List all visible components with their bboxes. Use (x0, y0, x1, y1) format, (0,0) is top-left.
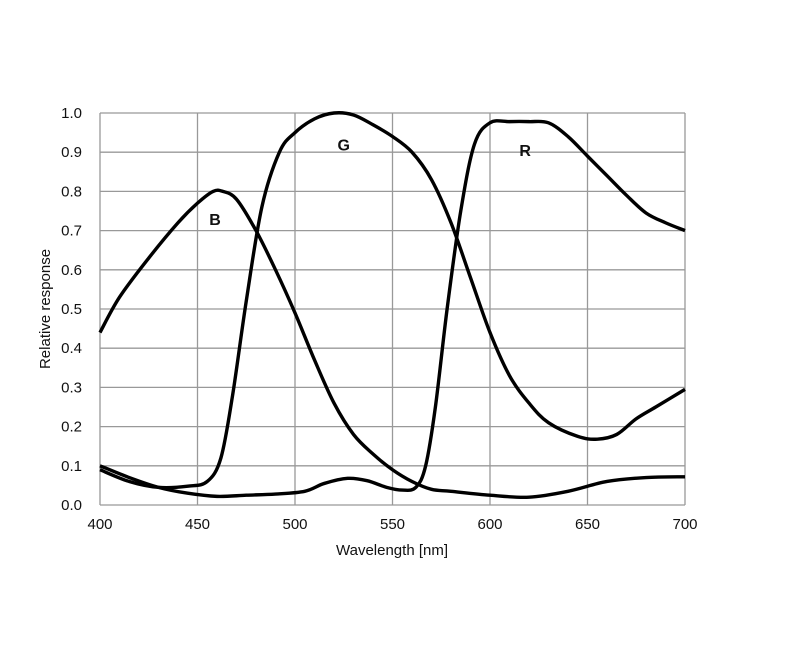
y-tick-label: 0.5 (61, 301, 82, 318)
x-tick-label: 450 (185, 516, 210, 533)
series-label-B: B (209, 212, 221, 229)
y-tick-label: 0.7 (61, 223, 82, 240)
y-tick-label: 1.0 (61, 105, 82, 122)
y-tick-label: 0.9 (61, 144, 82, 161)
series-line-R (99, 119, 686, 499)
x-tick-label: 550 (380, 516, 405, 533)
series-label-R: R (519, 143, 531, 160)
y-tick-label: 0.4 (61, 340, 82, 357)
series-line-B (98, 188, 686, 500)
y-tick-label: 0.2 (61, 419, 82, 436)
x-tick-label: 600 (477, 516, 502, 533)
series-label-G: G (338, 137, 350, 154)
x-tick-label: 650 (575, 516, 600, 533)
y-tick-label: 0.3 (61, 379, 82, 396)
x-axis-label: Wavelength [nm] (336, 542, 448, 559)
series-line-G (99, 111, 686, 490)
curves: B G R (98, 111, 686, 500)
y-tick-label: 0.8 (61, 183, 82, 200)
x-tick-label: 400 (87, 516, 112, 533)
x-tick-label: 700 (672, 516, 697, 533)
y-tick-label: 0.6 (61, 262, 82, 279)
y-tick-label: 0.1 (61, 458, 82, 475)
y-axis-label: Relative response (37, 249, 54, 369)
x-tick-label: 500 (282, 516, 307, 533)
tick-labels: 400 450 500 550 600 650 700 0.0 0.1 0.2 0.3 0.4 0.5 0… (61, 105, 697, 533)
y-tick-label: 0.0 (61, 497, 82, 514)
grid (99, 112, 686, 506)
